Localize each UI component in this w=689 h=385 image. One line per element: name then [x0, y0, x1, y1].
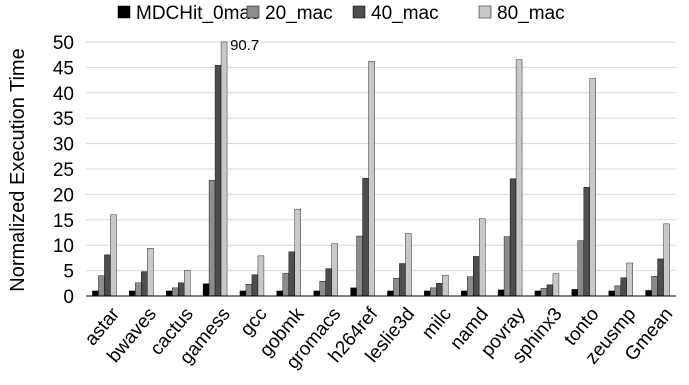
bar-gromacs-mdchit-0mac	[313, 290, 320, 297]
y-tick-label: 45	[53, 58, 74, 79]
bar-cactus-mdchit-0mac	[165, 290, 173, 297]
bar-sphinx3-80-mac	[552, 273, 560, 297]
bar-zeusmp-80-mac	[626, 262, 633, 297]
bar-bwaves-20-mac	[135, 282, 142, 297]
y-tick-label: 35	[53, 109, 74, 130]
y-tick-label: 15	[53, 211, 74, 232]
bar-gmean-80-mac	[663, 223, 670, 297]
chart-bars	[92, 41, 670, 297]
bar-gmean-mdchit-0mac	[645, 290, 652, 297]
bar-sphinx3-40-mac	[546, 284, 554, 297]
bar-h264ref-20-mac	[356, 235, 363, 297]
bar-gcc-40-mac	[251, 274, 259, 297]
bar-gcc-mdchit-0mac	[239, 290, 247, 297]
bar-tonto-20-mac	[577, 240, 585, 297]
chart-annotations: 90.7	[230, 37, 259, 54]
y-tick-label: 10	[53, 236, 74, 257]
legend-label-mdchit-0mac: MDCHit_0mac	[136, 3, 260, 24]
bar-gromacs-20-mac	[319, 281, 326, 297]
bar-cactus-80-mac	[183, 270, 191, 297]
y-tick-label: 20	[53, 185, 74, 206]
y-axis-label: Normalized Execution Time	[7, 48, 29, 291]
chart-gridlines	[86, 41, 676, 272]
bar-astar-mdchit-0mac	[92, 290, 99, 297]
legend-swatch-80-mac	[478, 5, 492, 19]
bar-gromacs-40-mac	[325, 268, 332, 297]
bar-leslie3d-80-mac	[405, 233, 412, 297]
bar-sphinx3-mdchit-0mac	[534, 290, 542, 297]
bar-astar-40-mac	[104, 254, 111, 297]
y-axis-ticks: 0 5 10 15 20 25 30 35 40 45 50	[53, 33, 74, 308]
bar-milc-20-mac	[430, 287, 437, 297]
bar-tonto-mdchit-0mac	[571, 289, 579, 297]
bar-gromacs-80-mac	[331, 243, 338, 297]
legend-swatch-mdchit-0mac	[117, 5, 131, 19]
legend-label-80-mac: 80_mac	[497, 3, 565, 24]
bar-gmean-20-mac	[651, 275, 658, 297]
bar-cactus-20-mac	[171, 287, 179, 297]
bar-bwaves-mdchit-0mac	[129, 290, 136, 297]
bar-milc-80-mac	[442, 274, 449, 297]
bar-sphinx3-20-mac	[540, 288, 548, 297]
legend-label-40-mac: 40_mac	[371, 3, 439, 24]
y-tick-label: 0	[63, 287, 74, 308]
bar-value-annotation: 90.7	[230, 37, 259, 54]
bar-astar-20-mac	[98, 275, 105, 297]
legend-label-20-mac: 20_mac	[265, 3, 333, 24]
y-tick-label: 5	[63, 262, 74, 283]
bar-gobmk-20-mac	[282, 272, 290, 297]
bar-povray-40-mac	[509, 178, 517, 297]
bar-bwaves-80-mac	[147, 248, 154, 297]
bar-cactus-40-mac	[177, 282, 185, 297]
bar-gobmk-80-mac	[294, 208, 302, 297]
bar-milc-mdchit-0mac	[424, 290, 431, 297]
bar-leslie3d-20-mac	[393, 278, 400, 297]
bar-astar-80-mac	[110, 214, 117, 297]
bar-gamess-40-mac	[214, 65, 222, 297]
bar-gamess-80-mac	[220, 41, 228, 297]
bar-gamess-mdchit-0mac	[202, 283, 210, 297]
y-tick-label: 25	[53, 160, 74, 181]
bar-zeusmp-40-mac	[620, 277, 627, 297]
bar-h264ref-40-mac	[362, 177, 369, 297]
bar-leslie3d-mdchit-0mac	[387, 290, 394, 297]
bar-povray-mdchit-0mac	[497, 289, 505, 297]
bar-gamess-20-mac	[208, 179, 216, 297]
bar-bwaves-40-mac	[141, 271, 148, 297]
bar-namd-40-mac	[472, 256, 480, 297]
bar-zeusmp-20-mac	[614, 285, 621, 297]
bar-gobmk-40-mac	[288, 251, 296, 297]
bar-gcc-20-mac	[245, 284, 253, 297]
bar-gcc-80-mac	[257, 255, 265, 297]
bar-tonto-80-mac	[589, 78, 597, 297]
bar-namd-20-mac	[466, 276, 474, 297]
legend-swatch-20-mac	[246, 5, 260, 19]
bar-milc-40-mac	[436, 283, 443, 297]
bar-namd-mdchit-0mac	[460, 290, 468, 297]
legend-swatch-40-mac	[352, 5, 366, 19]
bar-zeusmp-mdchit-0mac	[608, 290, 615, 297]
bar-povray-80-mac	[515, 59, 523, 297]
bar-h264ref-mdchit-0mac	[350, 287, 357, 297]
bar-namd-80-mac	[478, 218, 486, 297]
bar-h264ref-80-mac	[368, 61, 375, 297]
y-tick-label: 30	[53, 135, 74, 156]
bar-gobmk-mdchit-0mac	[276, 290, 284, 297]
bar-leslie3d-40-mac	[399, 263, 406, 297]
y-tick-label: 50	[53, 33, 74, 54]
bar-gmean-40-mac	[657, 258, 664, 297]
chart-legend: MDCHit_0mac 20_mac 40_mac 80_mac	[117, 3, 565, 24]
bar-povray-20-mac	[503, 236, 511, 297]
bar-tonto-40-mac	[583, 187, 591, 297]
y-tick-label: 40	[53, 84, 74, 105]
